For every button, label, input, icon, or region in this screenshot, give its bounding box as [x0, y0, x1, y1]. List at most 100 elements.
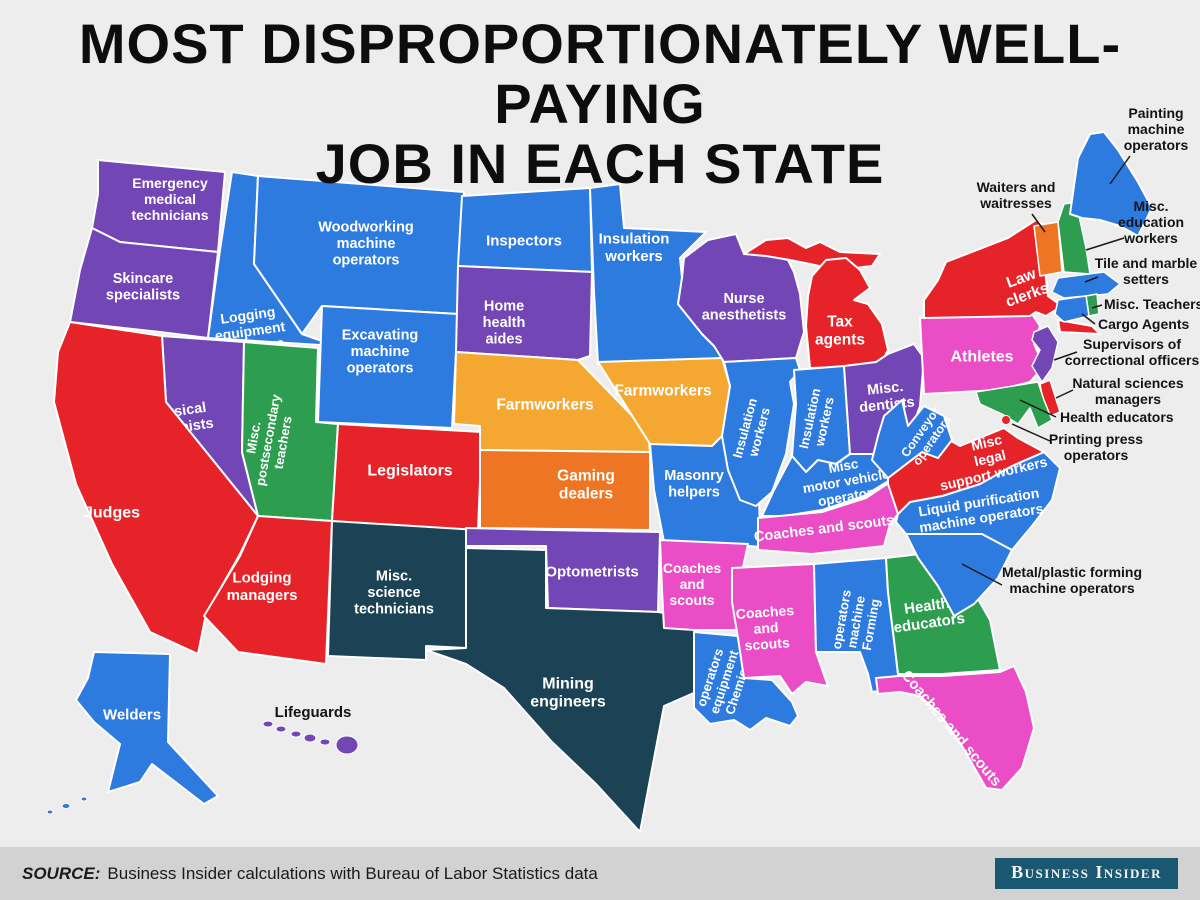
state-label-MO: Masonry helpers [664, 468, 724, 501]
state-TX: Mining engineers [425, 547, 697, 833]
state-shape-NH [1057, 201, 1091, 275]
state-shape-FL [875, 665, 1035, 791]
state-HI [262, 720, 359, 755]
state-shape-WI [677, 233, 805, 363]
state-shape-SD [455, 265, 593, 361]
state-label-IA: Farmworkers [614, 382, 711, 399]
state-MD [975, 381, 1053, 429]
state-label-WY: Excavating machine operators [342, 328, 419, 377]
callout-label-DC: Printing press operators [1049, 431, 1143, 463]
state-shape-KS [479, 449, 651, 531]
state-shape-TN [757, 481, 899, 555]
state-MA [1051, 271, 1121, 299]
state-DC [1001, 415, 1011, 425]
state-label-WI: Nurse anesthetists [702, 291, 787, 324]
state-label-OR: Skincare specialists [106, 271, 180, 304]
state-label-WA: Emergency medical technicians [131, 175, 208, 223]
callout-label-MA: Tile and marble setters [1095, 255, 1198, 287]
island-HI [275, 725, 287, 733]
state-AR: Coaches and scouts [659, 539, 749, 631]
island-HI [303, 733, 317, 743]
callout-SC: Metal/plastic forming machine operators [961, 563, 1142, 596]
callout-label-DE: Natural sciences managers [1072, 375, 1183, 407]
state-shape-MD [975, 381, 1053, 429]
state-label-PA: Athletes [950, 349, 1013, 366]
state-shape-AK [75, 651, 219, 805]
state-label-OK: Optometrists [545, 563, 638, 580]
island-AK [80, 796, 88, 802]
state-WI: Nurse anesthetists [677, 233, 805, 363]
state-shape-VT [1033, 221, 1063, 277]
island-AK [61, 803, 71, 809]
state-shape-WY [317, 305, 459, 429]
state-shape-AR [659, 539, 749, 631]
state-label-MI: Tax agents [815, 314, 865, 349]
state-OR: Skincare specialists [69, 227, 219, 339]
state-label-AR: Coaches and scouts [663, 560, 722, 608]
state-label-TX: Mining engineers [530, 676, 606, 711]
state-label-MS: Coachesandscouts [735, 602, 797, 654]
state-IN: Insulationworkers [791, 365, 851, 473]
state-NH [1057, 201, 1091, 275]
state-shape-MA [1051, 271, 1121, 299]
state-label-CO: Legislators [367, 463, 452, 480]
state-ND: Inspectors [457, 187, 593, 273]
footer-bar: SOURCE: Business Insider calculations wit… [0, 847, 1200, 900]
state-shape-DC [1001, 415, 1011, 425]
state-KS: Gaming dealers [479, 449, 651, 531]
callout-line-ME [1109, 155, 1131, 185]
callout-MD: Health educators [1019, 399, 1174, 425]
state-shape-NY [1057, 319, 1101, 335]
callout-line-SC [961, 563, 1003, 586]
state-MN: Insulation workers [589, 183, 725, 365]
callout-line-DC [1011, 423, 1051, 442]
state-FL: Coaches and scouts [875, 665, 1035, 791]
callout-line-CT [1081, 313, 1096, 325]
callout-line-NH [1085, 237, 1125, 251]
state-IL: Insulationworkers [721, 357, 801, 507]
callout-label-ME: Painting machine operators [1124, 105, 1189, 153]
title-line-1: MOST DISPROPORTIONATELY WELL-PAYING [78, 12, 1122, 135]
state-label-ND: Inspectors [486, 232, 562, 249]
state-shape-CA [53, 321, 259, 655]
state-MI: Tax agents [743, 237, 889, 369]
state-label-KS: Gaming dealers [557, 468, 615, 503]
state-label-NM: Misc. science technicians [354, 569, 434, 618]
callout-HI: Lifeguards [275, 704, 352, 721]
island-AK [46, 809, 54, 815]
callout-label-RI: Misc. Teachers [1104, 296, 1200, 312]
callout-RI: Misc. Teachers [1091, 296, 1200, 312]
source-text: Business Insider calculations with Burea… [107, 863, 598, 883]
title-line-2: JOB IN EACH STATE [315, 132, 885, 195]
source-line: SOURCE: Business Insider calculations wit… [22, 864, 598, 884]
state-MT: Woodworking machine operators [253, 175, 465, 335]
source-label: SOURCE: [22, 863, 101, 883]
island-HI [335, 735, 359, 755]
callout-label-NJ: Supervisors of correctional officers [1065, 336, 1200, 368]
callout-line-VT [1031, 213, 1046, 233]
state-LA: operatorsequipmentChemical [693, 631, 799, 731]
island-HI [290, 730, 302, 738]
state-shape-ND [457, 187, 593, 273]
state-label-NE: Farmworkers [496, 396, 593, 413]
page-title: MOST DISPROPORTIONATELY WELL-PAYING JOB … [0, 14, 1200, 194]
callout-DC: Printing press operators [1011, 423, 1143, 463]
callout-line-MD [1019, 399, 1057, 418]
state-NM: Misc. science technicians [327, 520, 467, 661]
state-SD: Home health aides [455, 265, 593, 361]
state-label-MT: Woodworking machine operators [318, 220, 414, 269]
state-AZ: Lodging managers [203, 515, 333, 665]
state-shape-MI [805, 257, 889, 369]
state-TN: Coaches and scouts [753, 481, 899, 555]
state-shape-OR [69, 227, 219, 339]
state-CO: Legislators [331, 423, 483, 531]
callout-VT: Waiters and waitresses [977, 179, 1055, 233]
state-PA: Athletes [919, 313, 1045, 395]
state-shape-TX [425, 547, 697, 833]
state-label-CA: Judges [84, 505, 140, 522]
state-VT [1033, 221, 1063, 277]
callout-ME: Painting machine operators [1109, 105, 1189, 185]
state-shape-CT [1054, 295, 1090, 323]
